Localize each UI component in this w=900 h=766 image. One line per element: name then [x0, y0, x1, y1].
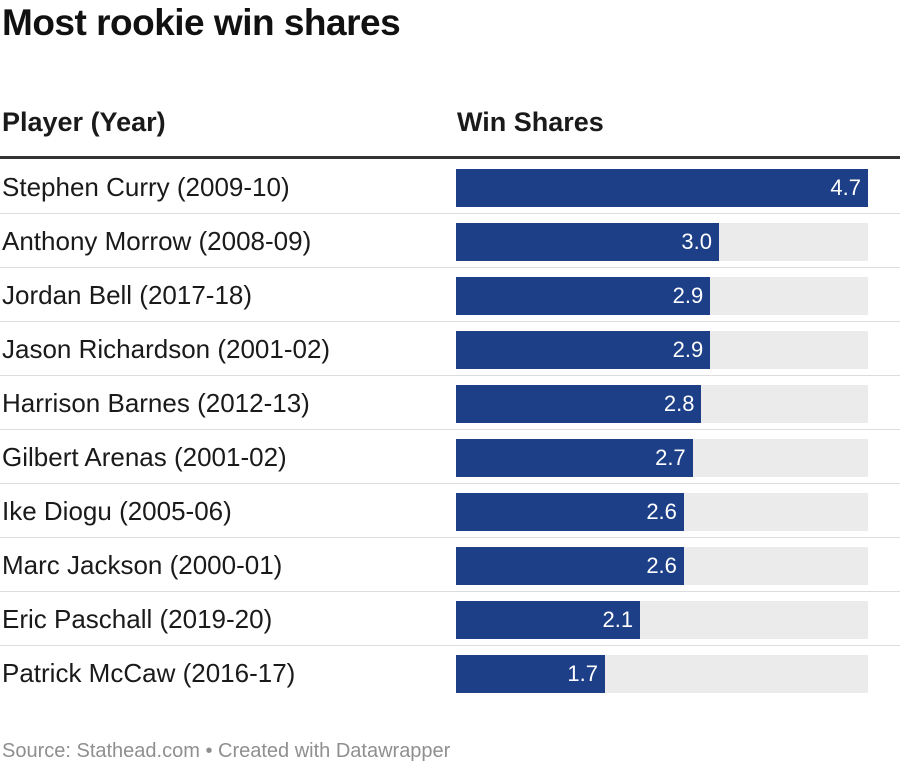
bar-table: Stephen Curry (2009-10) 4.7 Anthony Morrow…	[0, 160, 900, 700]
bar-value-label: 2.9	[672, 283, 704, 308]
player-label: Gilbert Arenas (2001-02)	[2, 442, 287, 472]
bar: 2.9	[456, 331, 711, 369]
bar: 2.7	[456, 439, 693, 477]
table-row: Anthony Morrow (2008-09) 3.0	[0, 214, 900, 268]
table-row: Marc Jackson (2000-01) 2.6	[0, 538, 900, 592]
bar-value-label: 2.1	[602, 607, 634, 632]
bar: 2.9	[456, 277, 711, 315]
source-note: Source: Stathead.com • Created with Data…	[2, 740, 451, 762]
bar: 3.0	[456, 223, 719, 261]
bar: 2.8	[456, 385, 702, 423]
table-row: Stephen Curry (2009-10) 4.7	[0, 160, 900, 214]
player-label: Patrick McCaw (2016-17)	[2, 658, 296, 688]
bar-track: 3.0	[456, 223, 868, 261]
bar-value-label: 2.6	[646, 553, 677, 578]
player-label: Stephen Curry (2009-10)	[2, 172, 290, 202]
bar-track: 4.7	[456, 169, 868, 207]
player-label: Harrison Barnes (2012-13)	[2, 388, 310, 418]
bar-value-label: 2.7	[655, 445, 686, 470]
table-row: Eric Paschall (2019-20) 2.1	[0, 592, 900, 646]
table-row: Patrick McCaw (2016-17) 1.7	[0, 646, 900, 700]
bar: 1.7	[456, 655, 606, 693]
player-label: Eric Paschall (2019-20)	[2, 604, 273, 634]
bar: 2.1	[456, 601, 641, 639]
bar-track: 2.6	[456, 493, 868, 531]
bar-value-label: 2.6	[646, 499, 677, 524]
bar: 4.7	[456, 169, 868, 207]
bar-value-label: 4.7	[830, 175, 861, 200]
table-row: Gilbert Arenas (2001-02) 2.7	[0, 430, 900, 484]
bar-track: 2.8	[456, 385, 868, 423]
header-divider	[0, 156, 900, 159]
player-label: Jason Richardson (2001-02)	[2, 334, 331, 364]
player-label: Anthony Morrow (2008-09)	[2, 226, 312, 256]
bar: 2.6	[456, 547, 684, 585]
bar-value-label: 3.0	[681, 229, 712, 254]
bar-track: 2.9	[456, 331, 868, 369]
table-row: Jason Richardson (2001-02) 2.9	[0, 322, 900, 376]
table-row: Ike Diogu (2005-06) 2.6	[0, 484, 900, 538]
bar-value-label: 2.9	[672, 337, 704, 362]
bar-value-label: 1.7	[567, 661, 599, 686]
player-label: Marc Jackson (2000-01)	[2, 550, 283, 580]
bar: 2.6	[456, 493, 684, 531]
player-label: Ike Diogu (2005-06)	[2, 496, 232, 526]
bar-track: 2.7	[456, 439, 868, 477]
bar-track: 2.1	[456, 601, 868, 639]
column-header-win-shares: Win Shares	[457, 107, 604, 137]
bar-track: 2.6	[456, 547, 868, 585]
player-label: Jordan Bell (2017-18)	[2, 280, 253, 310]
bar-track: 2.9	[456, 277, 868, 315]
bar-track: 1.7	[456, 655, 868, 693]
table-row: Jordan Bell (2017-18) 2.9	[0, 268, 900, 322]
chart-title: Most rookie win shares	[2, 2, 401, 43]
column-header-player: Player (Year)	[2, 107, 166, 137]
bar-value-label: 2.8	[663, 391, 695, 416]
table-row: Harrison Barnes (2012-13) 2.8	[0, 376, 900, 430]
